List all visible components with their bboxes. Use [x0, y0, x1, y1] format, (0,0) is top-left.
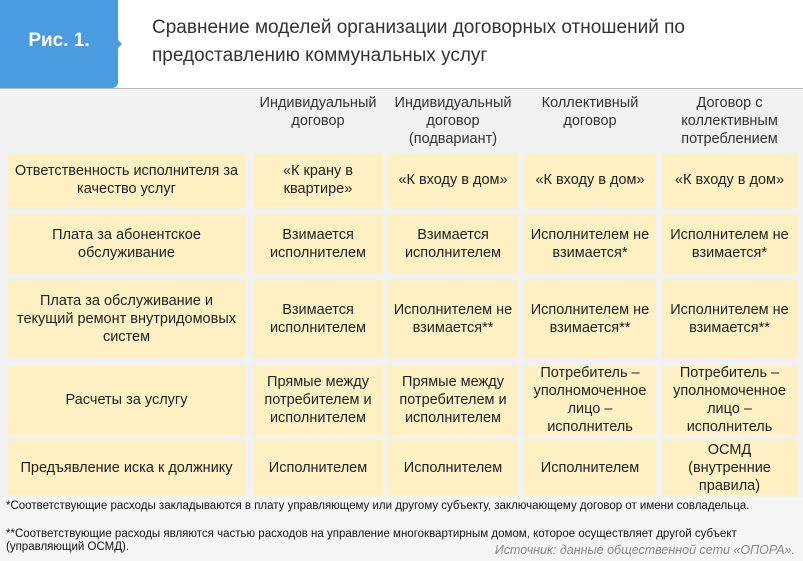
- table-cell: Взимается исполнителем: [253, 280, 383, 357]
- column-header: Коллективный договор: [541, 95, 639, 129]
- table-cell: Исполнителем не взимается*: [662, 214, 797, 273]
- table-cell: Взимается исполнителем: [253, 214, 383, 273]
- figure-label: Рис. 1.: [28, 30, 90, 51]
- table-cell: Прямые между потребителем и исполнителем: [253, 365, 383, 435]
- table-cell: «К входу в дом»: [662, 153, 797, 207]
- column-header: Индивидуальный договор (подвариант): [394, 95, 512, 147]
- table-cell: Потребитель – уполномоченное лицо – испо…: [524, 365, 656, 435]
- figure-badge: [0, 0, 118, 88]
- figure-title: Сравнение моделей организации договорных…: [152, 17, 685, 66]
- row-label: Предъявление иска к должнику: [8, 440, 245, 495]
- column-header: Индивидуальный договор: [259, 95, 377, 129]
- table-cell: Потребитель – уполномоченное лицо – испо…: [662, 365, 797, 435]
- table-cell: Взимается исполнителем: [388, 214, 518, 273]
- table-cell: Исполнителем не взимается**: [524, 280, 656, 357]
- table-cell: Прямые между потребителем и исполнителем: [388, 365, 518, 435]
- column-header: Договор с коллективным потреблением: [681, 95, 778, 147]
- row-label: Ответственность исполнителя за качество …: [8, 153, 245, 207]
- table-cell: Исполнителем: [388, 440, 518, 495]
- footnote: **Соответствующие расходы являются часть…: [6, 528, 737, 553]
- table-cell: ОСМД (внутренние правила): [662, 440, 797, 495]
- table-cell: Исполнителем не взимается*: [524, 214, 656, 273]
- table-cell: «К входу в дом»: [388, 153, 518, 207]
- row-label: Плата за абонентское обслуживание: [8, 214, 245, 273]
- table-cell: Исполнителем: [524, 440, 656, 495]
- table-cell: Исполнителем: [253, 440, 383, 495]
- row-label: Плата за обслуживание и текущий ремонт в…: [8, 280, 245, 357]
- table-cell: «К крану в квартире»: [253, 153, 383, 207]
- source: Источник: данные общественной сети «ОПОР…: [490, 543, 795, 557]
- table-cell: Исполнителем не взимается**: [662, 280, 797, 357]
- table-cell: Исполнителем не взимается**: [388, 280, 518, 357]
- table-cell: «К входу в дом»: [524, 153, 656, 207]
- row-label: Расчеты за услугу: [8, 365, 245, 435]
- badge-arrow: [114, 36, 122, 52]
- footnote: *Соответствующие расходы закладываются в…: [6, 500, 750, 512]
